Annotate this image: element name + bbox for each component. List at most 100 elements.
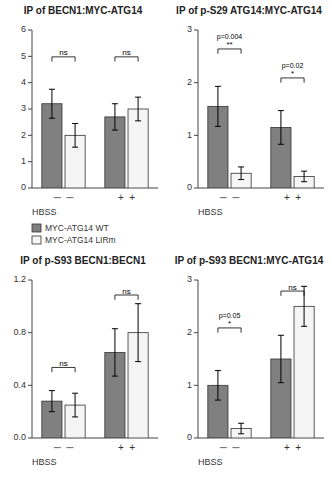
error-cap <box>278 382 284 383</box>
significance-label: * <box>291 69 294 78</box>
significance-label: ns <box>122 287 130 296</box>
error-stem <box>138 304 139 362</box>
chart-title: IP of p-S29 ATG14:MYC-ATG14 <box>176 5 322 16</box>
error-cap <box>301 181 307 182</box>
y-tick-label: 2 <box>21 130 26 140</box>
p-value-label: p=0.05 <box>219 312 241 320</box>
y-tick <box>28 109 32 110</box>
significance-bracket <box>52 57 75 62</box>
error-cap <box>49 89 55 90</box>
chart-panel: IP of p-S93 BECN1:MYC-ATG140123─ ─+ +HBS… <box>175 255 324 467</box>
error-cap <box>278 335 284 336</box>
legend-swatch <box>32 236 41 244</box>
x-tick-label: + + <box>118 192 135 203</box>
error-bar <box>49 391 55 412</box>
y-tick <box>28 438 32 439</box>
x-axis-label: HBSS <box>32 207 57 217</box>
significance-bracket <box>218 328 241 333</box>
y-tick <box>28 280 32 281</box>
significance-label: ** <box>226 40 232 49</box>
p-value-label: p=0.02 <box>282 62 304 70</box>
y-tick <box>28 385 32 386</box>
y-tick <box>28 332 32 333</box>
x-tick-label: ─ ─ <box>53 192 75 203</box>
chart-title: IP of BECN1:MYC-ATG14 <box>24 5 143 16</box>
error-cap <box>278 144 284 145</box>
error-cap <box>215 126 221 127</box>
y-tick-label: 6 <box>21 24 26 34</box>
error-cap <box>301 286 307 287</box>
error-cap <box>238 423 244 424</box>
error-cap <box>238 166 244 167</box>
significance-label: ns <box>59 359 67 368</box>
y-tick <box>194 135 198 136</box>
chart-panel: IP of p-S93 BECN1:BECN10.00.40.81.2─ ─+ … <box>13 255 158 467</box>
chart-panel: IP of p-S29 ATG14:MYC-ATG140123─ ─+ +HBS… <box>176 5 324 217</box>
error-cap <box>49 390 55 391</box>
error-bar <box>215 371 221 400</box>
chart-title: IP of p-S93 BECN1:BECN1 <box>20 255 146 266</box>
y-tick-label: 0.4 <box>13 380 26 390</box>
y-tick <box>194 280 198 281</box>
y-axis <box>32 30 33 188</box>
error-stem <box>304 171 305 182</box>
y-tick-label: 2 <box>187 77 192 87</box>
error-cap <box>135 120 141 121</box>
y-tick <box>194 332 198 333</box>
y-tick <box>28 82 32 83</box>
figure: IP of BECN1:MYC-ATG14 0 1 2 3 4 5 6 ─ ─ + + HBSS ns… <box>0 0 332 500</box>
significance-bracket <box>218 49 241 54</box>
error-cap <box>112 328 118 329</box>
y-tick <box>28 188 32 189</box>
error-stem <box>51 391 52 412</box>
error-stem <box>114 104 115 130</box>
y-axis <box>32 280 33 438</box>
error-stem <box>241 423 242 434</box>
error-stem <box>217 86 218 126</box>
y-axis <box>198 30 199 188</box>
x-axis-label: HBSS <box>198 457 223 467</box>
significance-bracket <box>281 291 304 296</box>
significance-bracket <box>281 78 304 83</box>
x-tick-label: + + <box>284 192 301 203</box>
plot-marks <box>208 286 314 438</box>
y-tick-label: 3 <box>21 103 26 113</box>
error-bar <box>72 393 78 417</box>
error-cap <box>72 147 78 148</box>
y-tick-label: 1 <box>21 156 26 166</box>
chart-title: IP of p-S93 BECN1:MYC-ATG14 <box>175 255 324 266</box>
chart-panel: IP of BECN1:MYC-ATG140123456─ ─+ +HBSSns… <box>21 5 158 245</box>
error-cap <box>72 393 78 394</box>
y-tick-label: 1 <box>187 380 192 390</box>
bar <box>128 109 148 188</box>
error-bar <box>135 304 141 362</box>
error-stem <box>280 111 281 145</box>
error-cap <box>135 303 141 304</box>
plot-marks <box>42 304 148 438</box>
error-stem <box>114 329 115 376</box>
y-tick-label: 3 <box>187 274 192 284</box>
p-value-label: p=0.004 <box>217 33 243 41</box>
error-bar <box>301 171 307 182</box>
plot-marks <box>208 86 314 188</box>
y-tick <box>28 135 32 136</box>
legend-label: MYC-ATG14 LIRm <box>45 235 116 245</box>
error-bar <box>278 335 284 382</box>
error-cap <box>301 171 307 172</box>
legend: MYC-ATG14 WTMYC-ATG14 LIRm <box>32 223 116 245</box>
y-tick-label: 5 <box>21 51 26 61</box>
y-tick-label: 0.8 <box>13 327 26 337</box>
error-bar <box>72 123 78 147</box>
error-cap <box>112 376 118 377</box>
y-tick-label: 4 <box>21 77 26 87</box>
error-cap <box>238 179 244 180</box>
error-bar <box>238 167 244 180</box>
y-tick-label: 0 <box>187 182 192 192</box>
error-bar <box>112 104 118 130</box>
error-cap <box>72 416 78 417</box>
y-tick <box>28 30 32 31</box>
error-cap <box>215 400 221 401</box>
error-bar <box>238 423 244 434</box>
x-tick-label: + + <box>284 442 301 453</box>
error-stem <box>51 89 52 118</box>
